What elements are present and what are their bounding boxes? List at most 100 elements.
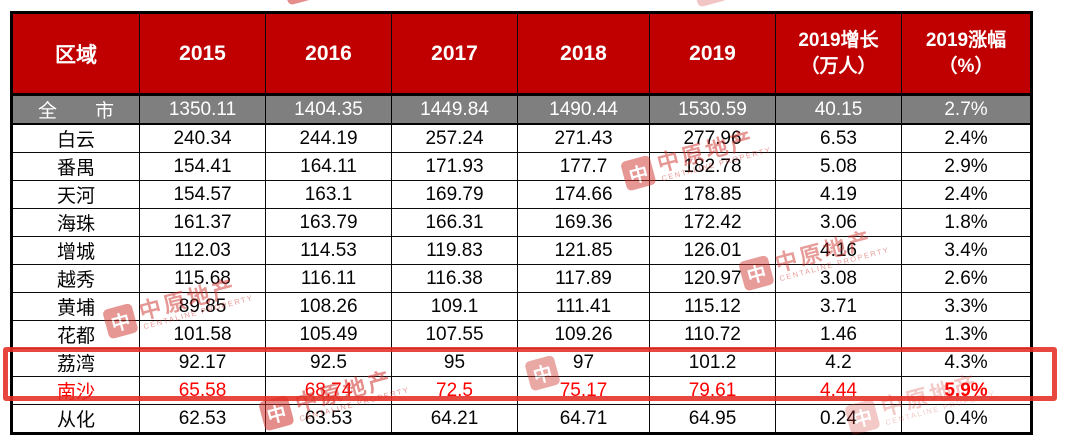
value-cell: 120.97	[649, 264, 776, 293]
value-cell: 3.71	[775, 292, 902, 321]
value-cell: 64.21	[391, 404, 518, 434]
value-cell: 112.03	[139, 236, 266, 265]
value-cell: 64.71	[517, 404, 650, 434]
region-cell: 黄埔	[11, 292, 140, 321]
col-header-growth-line2: （万人）	[800, 55, 877, 77]
value-cell: 89.85	[139, 292, 266, 321]
value-cell: 105.49	[265, 320, 392, 349]
value-cell: 1.46	[775, 320, 902, 349]
col-header-2017: 2017	[391, 12, 518, 96]
value-cell: 109.26	[517, 320, 650, 349]
value-cell: 1530.59	[649, 94, 776, 125]
value-cell: 115.12	[649, 292, 776, 321]
value-cell: 1.3%	[901, 320, 1032, 349]
value-cell: 257.24	[391, 123, 518, 153]
value-cell: 95	[391, 348, 518, 377]
region-cell: 海珠	[11, 208, 140, 237]
value-cell: 277.96	[649, 123, 776, 153]
value-cell: 97	[517, 348, 650, 377]
region-cell: 番禺	[11, 152, 140, 181]
table-row: 从化 62.53 63.53 64.21 64.71 64.95 0.24 0.4%	[11, 404, 1032, 434]
value-cell: 62.53	[139, 404, 266, 434]
value-cell: 115.68	[139, 264, 266, 293]
value-cell: 110.72	[649, 320, 776, 349]
value-cell: 4.16	[775, 236, 902, 265]
value-cell: 65.58	[139, 376, 266, 405]
population-table: 区域 2015 2016 2017 2018 2019 2019增长 （万人） …	[10, 11, 1033, 435]
value-cell: 177.7	[517, 152, 650, 181]
value-cell: 4.2	[775, 348, 902, 377]
table-body: 全 市 1350.11 1404.35 1449.84 1490.44 1530.59 40…	[11, 94, 1032, 434]
value-cell: 0.4%	[901, 404, 1032, 434]
value-cell: 171.93	[391, 152, 518, 181]
value-cell: 2.6%	[901, 264, 1032, 293]
value-cell: 92.17	[139, 348, 266, 377]
value-cell: 4.3%	[901, 348, 1032, 377]
value-cell: 64.95	[649, 404, 776, 434]
value-cell: 111.41	[517, 292, 650, 321]
value-cell: 108.26	[265, 292, 392, 321]
value-cell: 271.43	[517, 123, 650, 153]
value-cell: 169.79	[391, 180, 518, 209]
value-cell: 6.53	[775, 123, 902, 153]
value-cell: 114.53	[265, 236, 392, 265]
value-cell: 178.85	[649, 180, 776, 209]
col-header-2016: 2016	[265, 12, 392, 96]
region-cell: 南沙	[11, 376, 140, 405]
table-row: 南沙 65.58 68.74 72.5 75.17 79.61 4.44 5.9%	[11, 376, 1032, 405]
region-cell: 白云	[11, 123, 140, 153]
col-header-growth: 2019增长 （万人）	[775, 12, 902, 96]
value-cell: 2.7%	[901, 94, 1032, 125]
value-cell: 2.4%	[901, 180, 1032, 209]
table-header-row: 区域 2015 2016 2017 2018 2019 2019增长 （万人） …	[11, 12, 1032, 96]
value-cell: 5.08	[775, 152, 902, 181]
value-cell: 119.83	[391, 236, 518, 265]
value-cell: 169.36	[517, 208, 650, 237]
table-row: 番禺 154.41 164.11 171.93 177.7 182.78 5.08 2.9%	[11, 152, 1032, 181]
table-row: 白云 240.34 244.19 257.24 271.43 277.96 6.53 2.4%	[11, 123, 1032, 153]
value-cell: 3.4%	[901, 236, 1032, 265]
value-cell: 107.55	[391, 320, 518, 349]
value-cell: 40.15	[775, 94, 902, 125]
value-cell: 4.19	[775, 180, 902, 209]
col-header-2015: 2015	[139, 12, 266, 96]
value-cell: 63.53	[265, 404, 392, 434]
col-header-growth-line1: 2019增长	[798, 29, 879, 51]
value-cell: 126.01	[649, 236, 776, 265]
region-cell: 花都	[11, 320, 140, 349]
col-header-pct-line2: （%）	[938, 55, 994, 77]
value-cell: 166.31	[391, 208, 518, 237]
value-cell: 117.89	[517, 264, 650, 293]
value-cell: 3.08	[775, 264, 902, 293]
value-cell: 163.1	[265, 180, 392, 209]
value-cell: 92.5	[265, 348, 392, 377]
value-cell: 172.42	[649, 208, 776, 237]
col-header-2019: 2019	[649, 12, 776, 96]
value-cell: 101.2	[649, 348, 776, 377]
value-cell: 1490.44	[517, 94, 650, 125]
region-cell: 从化	[11, 404, 140, 434]
value-cell: 75.17	[517, 376, 650, 405]
value-cell: 0.24	[775, 404, 902, 434]
col-header-pct: 2019涨幅 （%）	[901, 12, 1032, 96]
table-row: 天河 154.57 163.1 169.79 174.66 178.85 4.19 2.4%	[11, 180, 1032, 209]
value-cell: 161.37	[139, 208, 266, 237]
table-row: 海珠 161.37 163.79 166.31 169.36 172.42 3.06 1.8%	[11, 208, 1032, 237]
value-cell: 163.79	[265, 208, 392, 237]
value-cell: 4.44	[775, 376, 902, 405]
value-cell: 2.4%	[901, 123, 1032, 153]
value-cell: 154.57	[139, 180, 266, 209]
table-row: 越秀 115.68 116.11 116.38 117.89 120.97 3.08 2.6%	[11, 264, 1032, 293]
value-cell: 79.61	[649, 376, 776, 405]
value-cell: 244.19	[265, 123, 392, 153]
value-cell: 1404.35	[265, 94, 392, 125]
value-cell: 3.06	[775, 208, 902, 237]
value-cell: 3.3%	[901, 292, 1032, 321]
table-row: 花都 101.58 105.49 107.55 109.26 110.72 1.46 1.3%	[11, 320, 1032, 349]
region-cell: 越秀	[11, 264, 140, 293]
value-cell: 72.5	[391, 376, 518, 405]
value-cell: 121.85	[517, 236, 650, 265]
value-cell: 68.74	[265, 376, 392, 405]
